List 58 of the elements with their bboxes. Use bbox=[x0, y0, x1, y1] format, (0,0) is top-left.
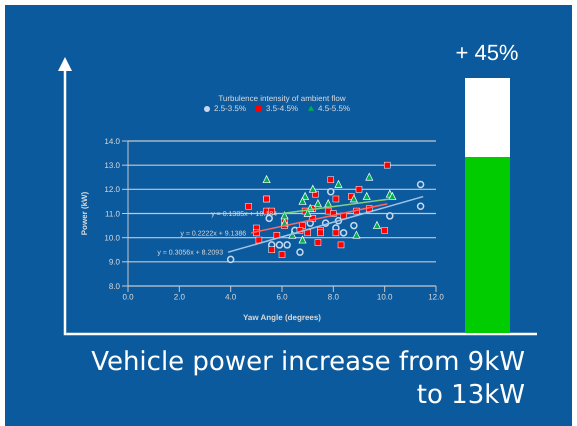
point bbox=[262, 175, 270, 184]
point bbox=[340, 229, 348, 237]
x-tick-label: 0.0 bbox=[122, 292, 134, 302]
legend-title: Turbulence intensity of ambient flow bbox=[217, 94, 347, 103]
point bbox=[328, 176, 334, 183]
x-tick-label: 8.0 bbox=[328, 292, 340, 302]
point bbox=[416, 180, 424, 188]
point bbox=[388, 192, 396, 200]
point bbox=[327, 188, 335, 196]
point bbox=[384, 162, 390, 168]
y-tick-label: 9.0 bbox=[108, 258, 121, 267]
point bbox=[296, 248, 304, 256]
y-tick-label: 8.0 bbox=[108, 282, 121, 291]
point bbox=[226, 256, 234, 264]
point bbox=[278, 251, 286, 258]
point bbox=[332, 196, 340, 202]
point bbox=[314, 199, 322, 208]
point bbox=[283, 241, 291, 249]
point bbox=[298, 236, 306, 244]
x-tick-label: 10.0 bbox=[376, 292, 393, 302]
point bbox=[280, 212, 288, 220]
y-tick-label: 10.0 bbox=[104, 234, 121, 243]
point bbox=[381, 227, 388, 234]
point bbox=[332, 230, 340, 236]
legend-label: 4.5-5.5% bbox=[318, 104, 350, 113]
point bbox=[334, 180, 342, 188]
y-axis-title: Power (kW) bbox=[80, 191, 89, 236]
point bbox=[356, 186, 362, 193]
point bbox=[268, 246, 275, 253]
point bbox=[386, 212, 394, 220]
chart-title: + 45% bbox=[454, 40, 520, 66]
point bbox=[338, 242, 344, 248]
point bbox=[308, 184, 317, 193]
point bbox=[373, 221, 381, 229]
point bbox=[352, 230, 360, 239]
y-tick-label: 14.0 bbox=[104, 136, 121, 146]
point bbox=[365, 172, 374, 181]
point bbox=[276, 241, 284, 249]
point bbox=[245, 203, 252, 210]
y-tick-label: 13.0 bbox=[104, 161, 121, 170]
x-tick-label: 2.0 bbox=[174, 292, 186, 302]
point bbox=[362, 192, 371, 200]
point bbox=[350, 194, 358, 202]
point bbox=[304, 209, 312, 217]
legend-label: 2.5-3.5% bbox=[214, 104, 246, 113]
point bbox=[416, 202, 424, 210]
x-tick-label: 6.0 bbox=[276, 292, 288, 302]
point bbox=[314, 239, 322, 246]
point bbox=[298, 197, 306, 205]
x-tick-label: 4.0 bbox=[225, 292, 237, 302]
x-tick-label: 12.0 bbox=[428, 292, 444, 302]
point bbox=[317, 230, 324, 236]
x-axis-title: Yaw Angle (degrees) bbox=[243, 313, 322, 322]
text: Vehicle power increase from 9kW to 13kW bbox=[90, 346, 525, 412]
point bbox=[350, 222, 358, 230]
legend-label: 3.5-4.5% bbox=[266, 104, 298, 113]
y-tick-label: 11.0 bbox=[105, 209, 121, 218]
y-tick-label: 12.0 bbox=[104, 185, 121, 194]
